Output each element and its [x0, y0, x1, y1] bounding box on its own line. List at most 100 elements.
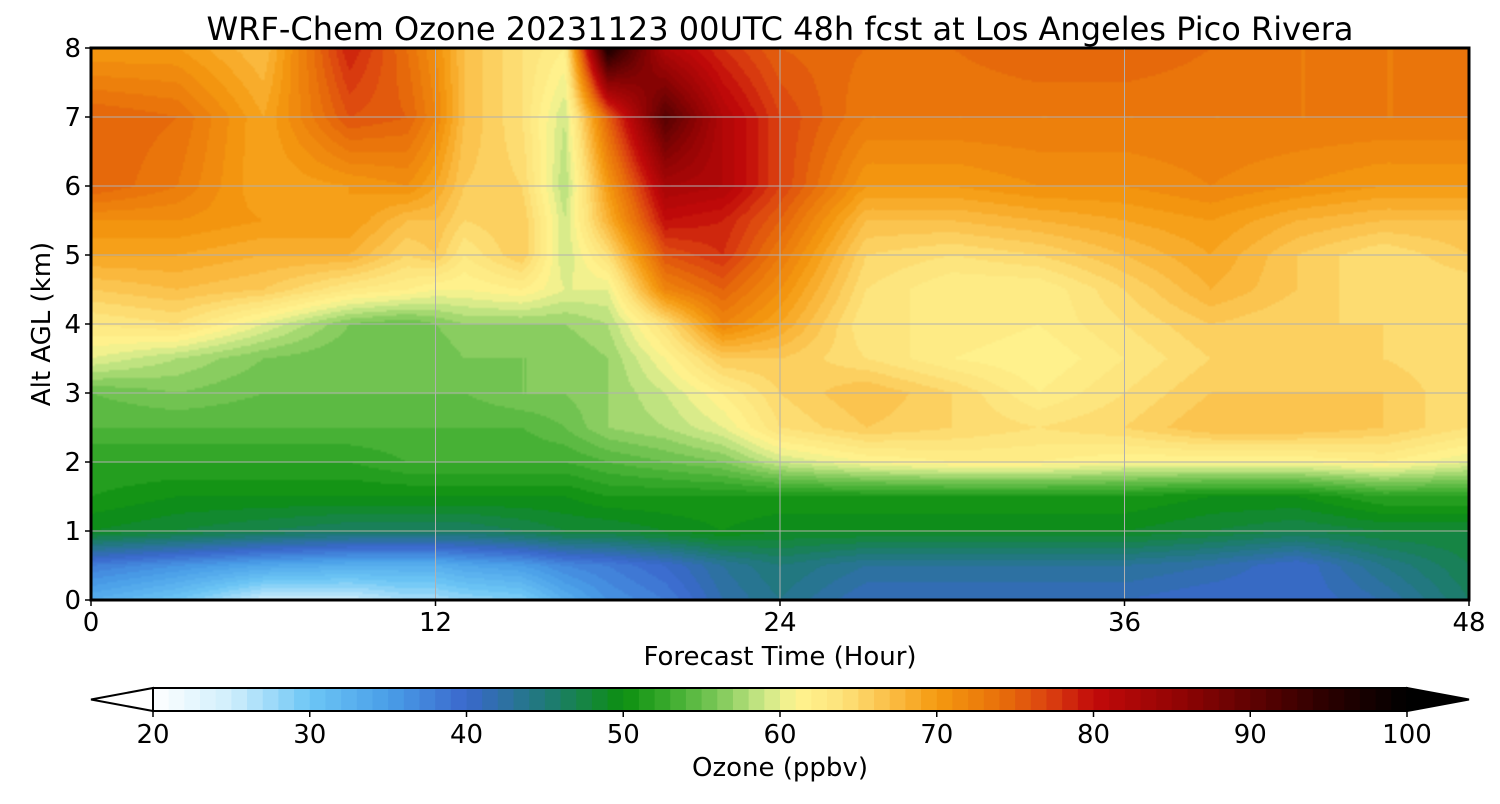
colorbar-segment: [1124, 688, 1142, 711]
x-tick-label: 0: [83, 608, 100, 638]
colorbar-segment: [842, 688, 859, 711]
colorbar-segment: [1265, 688, 1283, 711]
colorbar-segment: [278, 688, 295, 711]
colorbar-segment: [1250, 688, 1267, 711]
colorbar-segment: [513, 688, 530, 711]
colorbar-segment: [482, 688, 499, 711]
colorbar-segment: [1109, 688, 1126, 711]
y-tick-label: 4: [64, 310, 81, 340]
chart-title: WRF-Chem Ozone 20231123 00UTC 48h fcst a…: [207, 10, 1354, 48]
colorbar-segment: [403, 688, 421, 711]
colorbar-segment: [905, 688, 922, 711]
colorbar-tick-label: 90: [1234, 720, 1267, 750]
colorbar-segment: [529, 688, 546, 711]
colorbar-high-extension: [1406, 686, 1470, 713]
y-tick-label: 1: [64, 517, 81, 547]
colorbar-segment: [1281, 688, 1298, 711]
colorbar-segment: [1203, 688, 1220, 711]
x-tick-label: 12: [419, 608, 452, 638]
colorbar-segment: [607, 688, 624, 711]
colorbar-segment: [372, 688, 389, 711]
colorbar-segment: [952, 688, 969, 711]
colorbar-segment: [1375, 688, 1392, 711]
y-tick-label: 3: [64, 379, 81, 409]
colorbar-segment: [921, 688, 938, 711]
colorbar-segment: [936, 688, 954, 711]
colorbar-segment: [544, 688, 562, 711]
colorbar-segment: [341, 688, 358, 711]
colorbar-segment: [1328, 688, 1345, 711]
x-tick-label: 24: [763, 608, 796, 638]
x-axis-label: Forecast Time (Hour): [643, 642, 916, 672]
colorbar-segment: [623, 688, 640, 711]
colorbar-segment: [764, 688, 781, 711]
colorbar-segment: [748, 688, 765, 711]
colorbar-segment: [654, 688, 671, 711]
y-tick-label: 2: [64, 448, 81, 478]
colorbar-segment: [999, 688, 1016, 711]
colorbar-segment: [827, 688, 844, 711]
colorbar-segment: [247, 688, 264, 711]
colorbar-segment: [168, 688, 185, 711]
colorbar-segment: [795, 688, 812, 711]
colorbar-segment: [1171, 688, 1189, 711]
colorbar-segment: [576, 688, 593, 711]
colorbar-segment: [309, 688, 327, 711]
y-tick-label: 7: [64, 103, 81, 133]
colorbar-segment: [450, 688, 468, 711]
colorbar-segment: [1015, 688, 1032, 711]
colorbar-low-extension: [90, 686, 154, 713]
colorbar-segment: [811, 688, 828, 711]
colorbar-segment: [1156, 688, 1173, 711]
colorbar-segment: [591, 688, 609, 711]
colorbar-segment: [1046, 688, 1063, 711]
colorbar-segment: [388, 688, 405, 711]
y-axis: 0 1 2 3 4 5 6 7 8: [64, 34, 91, 616]
colorbar-segment: [1359, 688, 1377, 711]
x-tick-label: 36: [1108, 608, 1141, 638]
y-tick-label: 8: [64, 34, 81, 64]
colorbar-segment: [231, 688, 248, 711]
colorbar-segment: [780, 688, 797, 711]
y-tick-label: 6: [64, 172, 81, 202]
colorbar-segment: [983, 688, 1001, 711]
colorbar-segment: [1140, 688, 1157, 711]
colorbar-segment: [497, 688, 515, 711]
colorbar-segment: [262, 688, 279, 711]
grid-lines: [91, 48, 1469, 600]
colorbar-segment: [670, 688, 687, 711]
colorbar-segment: [200, 688, 217, 711]
colorbar-segment: [1093, 688, 1110, 711]
colorbar-tick-label: 50: [607, 720, 640, 750]
colorbar-segment: [1344, 688, 1361, 711]
x-tick-label: 48: [1452, 608, 1485, 638]
colorbar-tick-label: 40: [450, 720, 483, 750]
colorbar-segment: [419, 688, 436, 711]
colorbar-tick-label: 80: [1077, 720, 1110, 750]
colorbar-segment: [1218, 688, 1236, 711]
colorbar-label: Ozone (ppbv): [692, 753, 868, 783]
colorbar-segment: [701, 688, 718, 711]
colorbar: 20 30 40 50 60 70 80 90 100 Ozone (ppbv): [90, 686, 1470, 783]
colorbar-segment: [889, 688, 906, 711]
colorbar-segment: [294, 688, 311, 711]
colorbar-tick-label: 20: [136, 720, 169, 750]
colorbar-segment: [874, 688, 891, 711]
colorbar-segment: [1234, 688, 1251, 711]
colorbar-segment: [325, 688, 342, 711]
y-axis-label: Alt AGL (km): [27, 242, 57, 406]
colorbar-segment: [435, 688, 452, 711]
y-tick-label: 0: [64, 586, 81, 616]
colorbar-segment: [356, 688, 374, 711]
colorbar-segment: [1312, 688, 1330, 711]
y-tick-label: 5: [64, 241, 81, 271]
colorbar-segment: [858, 688, 875, 711]
colorbar-tick-label: 70: [920, 720, 953, 750]
colorbar-segment: [1077, 688, 1095, 711]
colorbar-segment: [1062, 688, 1079, 711]
colorbar-segment: [466, 688, 483, 711]
colorbar-segment: [1030, 688, 1048, 711]
colorbar-segment: [717, 688, 734, 711]
colorbar-segment: [1297, 688, 1314, 711]
